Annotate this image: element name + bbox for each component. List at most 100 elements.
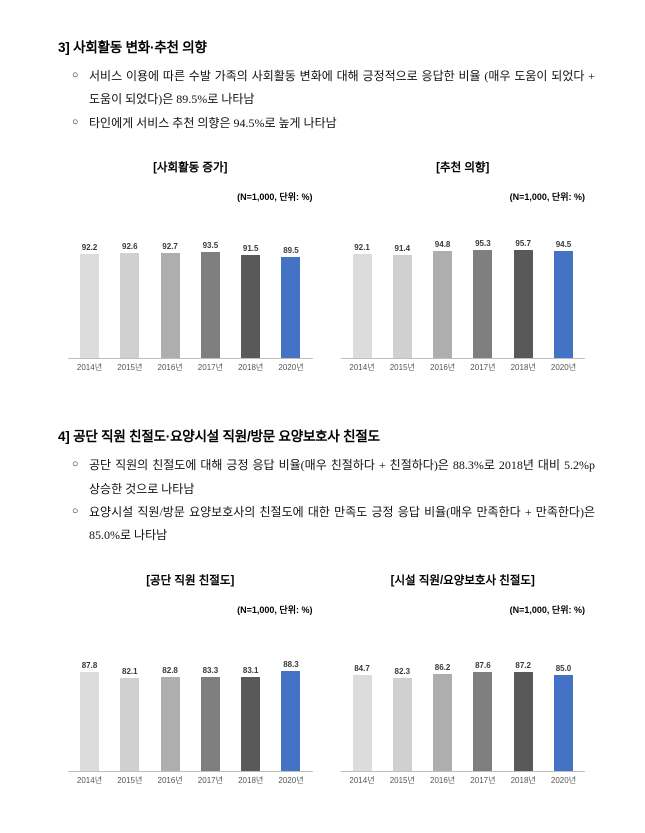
- bar: [553, 674, 573, 771]
- x-axis-labels: 2014년 2015년 2016년 2017년 2018년 2020년: [68, 362, 313, 373]
- chart-title: [사회활동 증가]: [153, 162, 228, 175]
- bar: [120, 677, 140, 771]
- bar-column: 86.2: [426, 663, 459, 771]
- bar-value-label: 89.5: [283, 246, 299, 256]
- chart-sample-note: (N=1,000, 단위: %): [509, 192, 585, 203]
- bar: [352, 254, 372, 359]
- section-kindness: 4] 공단 직원 친절도·요양시설 직원/방문 요양보호사 친절도 ○ 공단 직…: [58, 425, 595, 786]
- x-axis-label: 2016년: [430, 363, 456, 373]
- x-axis-labels: 2014년 2015년 2016년 2017년 2018년 2020년: [341, 362, 586, 373]
- chart-title: [추천 의향]: [436, 162, 490, 175]
- chart-sample-note: (N=1,000, 단위: %): [237, 604, 313, 615]
- bar-column: 95.7: [507, 239, 540, 359]
- bullet-item: ○ 서비스 이용에 따른 수발 가족의 사회활동 변화에 대해 긍정적으로 응답…: [72, 65, 595, 112]
- bar-value-label: 87.6: [475, 660, 491, 670]
- bullet-marker-icon: ○: [72, 505, 79, 517]
- x-axis-label: 2020년: [550, 363, 577, 373]
- bar: [200, 252, 220, 359]
- bar: [392, 677, 412, 771]
- chart-sample-note: (N=1,000, 단위: %): [509, 604, 585, 615]
- bullet-text: 공단 직원의 친절도에 대해 긍정 응답 비율(매우 친절하다 + 친절하다)은…: [89, 458, 595, 496]
- bar: [513, 671, 533, 771]
- section-3-bullets: ○ 서비스 이용에 따른 수발 가족의 사회활동 변화에 대해 긍정적으로 응답…: [72, 65, 595, 135]
- bullet-text: 서비스 이용에 따른 수발 가족의 사회활동 변화에 대해 긍정적으로 응답한 …: [89, 69, 595, 107]
- section-4-heading: 4] 공단 직원 친절도·요양시설 직원/방문 요양보호사 친절도: [58, 429, 380, 445]
- charts-row-1: [사회활동 증가] (N=1,000, 단위: %) 92.2 92.6 92.7 9…: [58, 159, 595, 373]
- bar-column: 87.2: [507, 661, 540, 771]
- x-axis-label: 2020년: [278, 775, 304, 785]
- x-axis-label: 2016년: [157, 775, 183, 785]
- bar-value-label: 86.2: [434, 662, 451, 672]
- bar-column: 92.2: [73, 243, 106, 359]
- chart-recommendation-intent: [추천 의향] (N=1,000, 단위: %) 92.1 91.4 94.8 95.…: [340, 159, 586, 373]
- x-axis-label: 2020년: [278, 363, 304, 373]
- plot-area: 92.2 92.6 92.7 93.5 91.5 89.5: [68, 209, 313, 360]
- bar-column: 95.3: [466, 239, 499, 359]
- bar-column: 83.3: [194, 666, 227, 771]
- bar: [281, 257, 301, 359]
- bar: [200, 676, 220, 771]
- chart-staff-kindness: [공단 직원 친절도] (N=1,000, 단위: %) 87.8 82.1 82.…: [68, 572, 313, 786]
- x-axis-label: 2015년: [117, 775, 143, 785]
- bar-column: 93.5: [194, 241, 227, 359]
- x-axis-label: 2018년: [238, 363, 264, 373]
- bar-value-label: 82.3: [394, 666, 411, 676]
- bar: [513, 250, 533, 359]
- bar-column: 82.8: [154, 666, 187, 771]
- bar-column: 92.6: [113, 242, 146, 359]
- bar-column: 85.0: [547, 664, 580, 771]
- bullet-marker-icon: ○: [72, 459, 79, 471]
- bullet-marker-icon: ○: [72, 116, 79, 128]
- bar-column: 84.7: [346, 664, 379, 771]
- bar-column: 91.4: [386, 244, 419, 359]
- bar: [80, 671, 99, 771]
- x-axis-label: 2018년: [510, 363, 536, 373]
- x-axis-label: 2015년: [389, 363, 415, 373]
- x-axis-label: 2016년: [430, 775, 456, 785]
- bar-column: 91.5: [234, 244, 267, 359]
- x-axis-label: 2017년: [197, 363, 223, 373]
- bar-value-label: 83.1: [242, 665, 259, 675]
- bar: [160, 676, 180, 771]
- bar-value-label: 83.3: [202, 665, 219, 675]
- bar: [241, 255, 261, 359]
- x-axis-label: 2017년: [470, 775, 496, 785]
- bar-value-label: 94.5: [555, 240, 572, 250]
- bar-column: 94.8: [426, 240, 459, 359]
- x-axis-label: 2020년: [550, 775, 577, 785]
- chart-sample-note: (N=1,000, 단위: %): [237, 192, 313, 203]
- x-axis-label: 2014년: [76, 363, 103, 373]
- bar: [241, 676, 261, 771]
- x-axis-label: 2014년: [76, 775, 103, 785]
- bar-value-label: 92.1: [354, 243, 370, 253]
- bullet-item: ○ 타인에게 서비스 추천 의향은 94.5%로 높게 나타남: [72, 112, 595, 135]
- bar: [553, 251, 573, 359]
- x-axis-label: 2015년: [117, 363, 143, 373]
- bar-value-label: 94.8: [434, 240, 451, 250]
- bar: [473, 671, 493, 771]
- bar-value-label: 93.5: [202, 241, 219, 251]
- bar-value-label: 87.2: [515, 660, 531, 670]
- bar-column: 92.1: [346, 243, 379, 359]
- bar-column: 89.5: [274, 246, 307, 359]
- bar-value-label: 95.3: [475, 239, 491, 249]
- x-axis-label: 2017년: [470, 363, 496, 373]
- bar-value-label: 82.8: [162, 665, 178, 675]
- x-axis-label: 2018년: [510, 775, 536, 785]
- bar-value-label: 91.4: [394, 244, 411, 254]
- bar: [433, 251, 453, 359]
- bar: [473, 250, 493, 359]
- bar-value-label: 92.6: [122, 242, 138, 252]
- x-axis-label: 2014년: [349, 363, 375, 373]
- bar: [281, 670, 301, 771]
- x-axis-label: 2015년: [389, 775, 415, 785]
- plot-area: 92.1 91.4 94.8 95.3 95.7 94.5: [340, 209, 585, 360]
- report-page: 3] 사회활동 변화·추천 의향 ○ 서비스 이용에 따른 수발 가족의 사회활…: [58, 40, 595, 786]
- x-axis-labels: 2014년 2015년 2016년 2017년 2018년 2020년: [341, 775, 586, 786]
- bar-column: 87.8: [73, 661, 106, 771]
- bar-column: 83.1: [234, 666, 267, 771]
- bar: [433, 673, 453, 771]
- chart-title: [공단 직원 친절도]: [146, 574, 235, 587]
- bullet-marker-icon: ○: [72, 70, 79, 81]
- bar-column: 92.7: [154, 242, 187, 359]
